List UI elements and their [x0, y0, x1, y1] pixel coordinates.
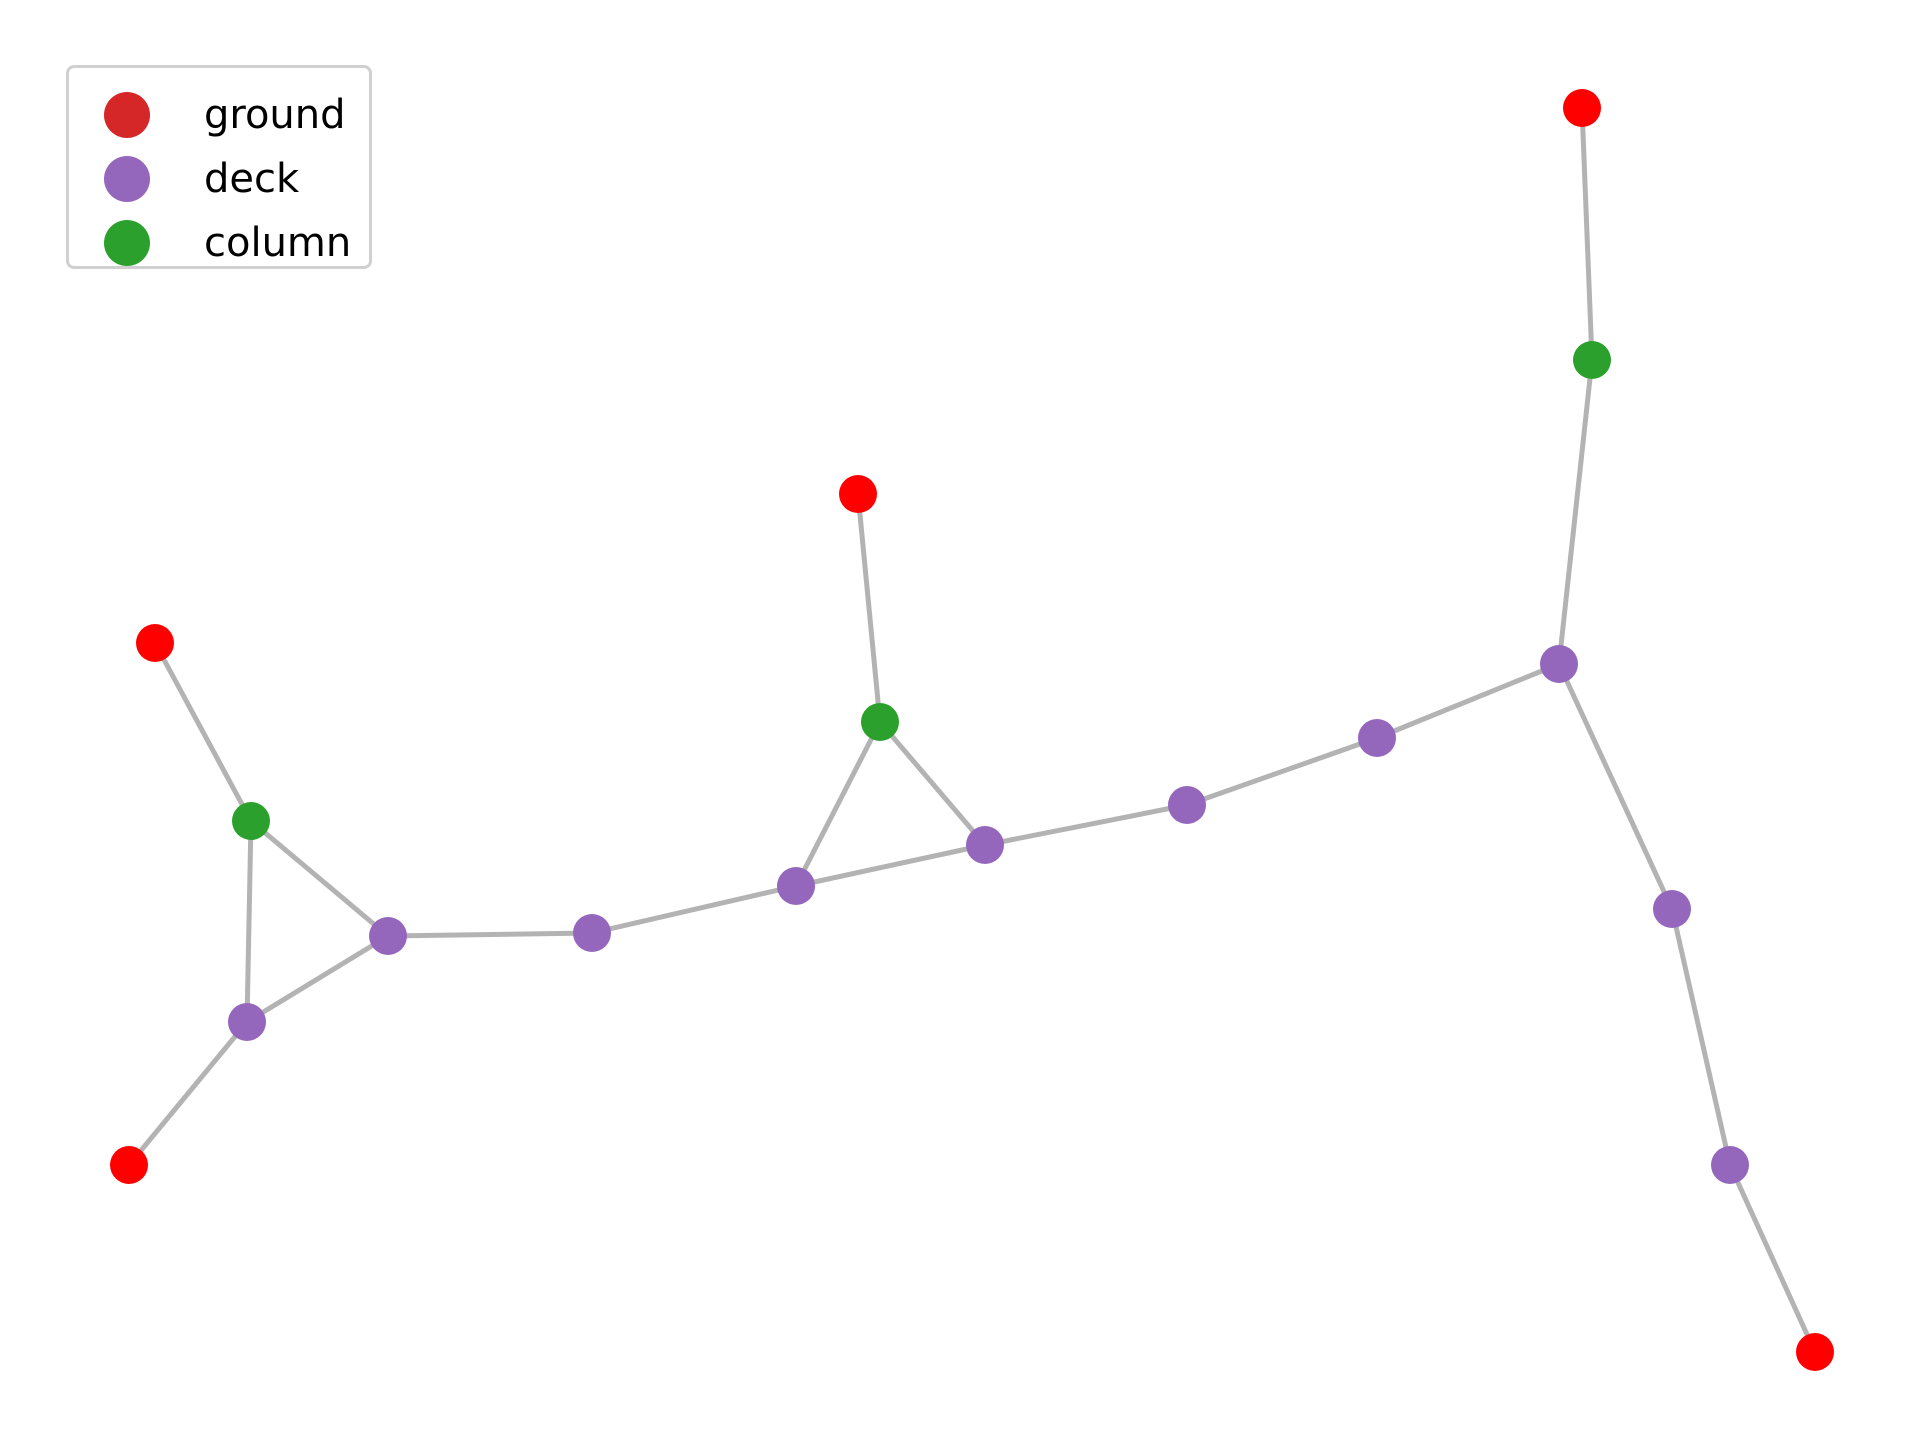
- legend-label-ground: ground: [204, 92, 346, 138]
- node-ground-g3: [839, 475, 877, 513]
- legend-marker-ground: [104, 92, 150, 138]
- node-deck-d4: [777, 867, 815, 905]
- edge-c2-d5: [877, 719, 988, 848]
- node-ground-g1: [136, 624, 174, 662]
- edge-d4-c2: [793, 719, 883, 889]
- edge-d9-d10: [1669, 906, 1733, 1168]
- node-deck-d5: [966, 826, 1004, 864]
- node-deck-d8: [1540, 645, 1578, 683]
- node-deck-d7: [1358, 719, 1396, 757]
- edge-d6-d7: [1184, 735, 1380, 808]
- edge-c1-d2: [248, 818, 391, 939]
- legend: ground deck column: [66, 65, 372, 269]
- node-deck-d1: [228, 1003, 266, 1041]
- nodes-layer: [110, 89, 1834, 1371]
- node-deck-d6: [1168, 786, 1206, 824]
- edge-g1-c1: [152, 640, 254, 824]
- node-column-c2: [861, 703, 899, 741]
- legend-marker-column: [104, 220, 150, 266]
- edge-d10-g5: [1727, 1162, 1818, 1355]
- edge-d5-d6: [982, 802, 1190, 848]
- edges-layer: [126, 105, 1818, 1355]
- node-deck-d3: [573, 914, 611, 952]
- node-ground-g5: [1796, 1333, 1834, 1371]
- node-deck-d2: [369, 917, 407, 955]
- node-deck-d9: [1653, 890, 1691, 928]
- edge-d3-d4: [589, 883, 799, 936]
- edge-d2-d3: [385, 930, 595, 939]
- node-ground-g4: [1563, 89, 1601, 127]
- edge-c3-g4: [1579, 105, 1595, 363]
- node-deck-d10: [1711, 1146, 1749, 1184]
- edge-c2-g3: [855, 491, 883, 725]
- legend-marker-deck: [104, 156, 150, 202]
- legend-label-deck: deck: [204, 156, 300, 202]
- edge-c1-d1: [244, 818, 254, 1025]
- edge-d4-d5: [793, 842, 988, 889]
- node-ground-g2: [110, 1146, 148, 1184]
- legend-label-column: column: [204, 220, 352, 266]
- edge-d1-d2: [244, 933, 391, 1025]
- edge-d8-d9: [1556, 661, 1675, 912]
- edge-d1-g2: [126, 1019, 250, 1168]
- node-column-c3: [1573, 341, 1611, 379]
- edge-d7-d8: [1374, 661, 1562, 741]
- edge-d8-c3: [1556, 357, 1595, 667]
- node-column-c1: [232, 802, 270, 840]
